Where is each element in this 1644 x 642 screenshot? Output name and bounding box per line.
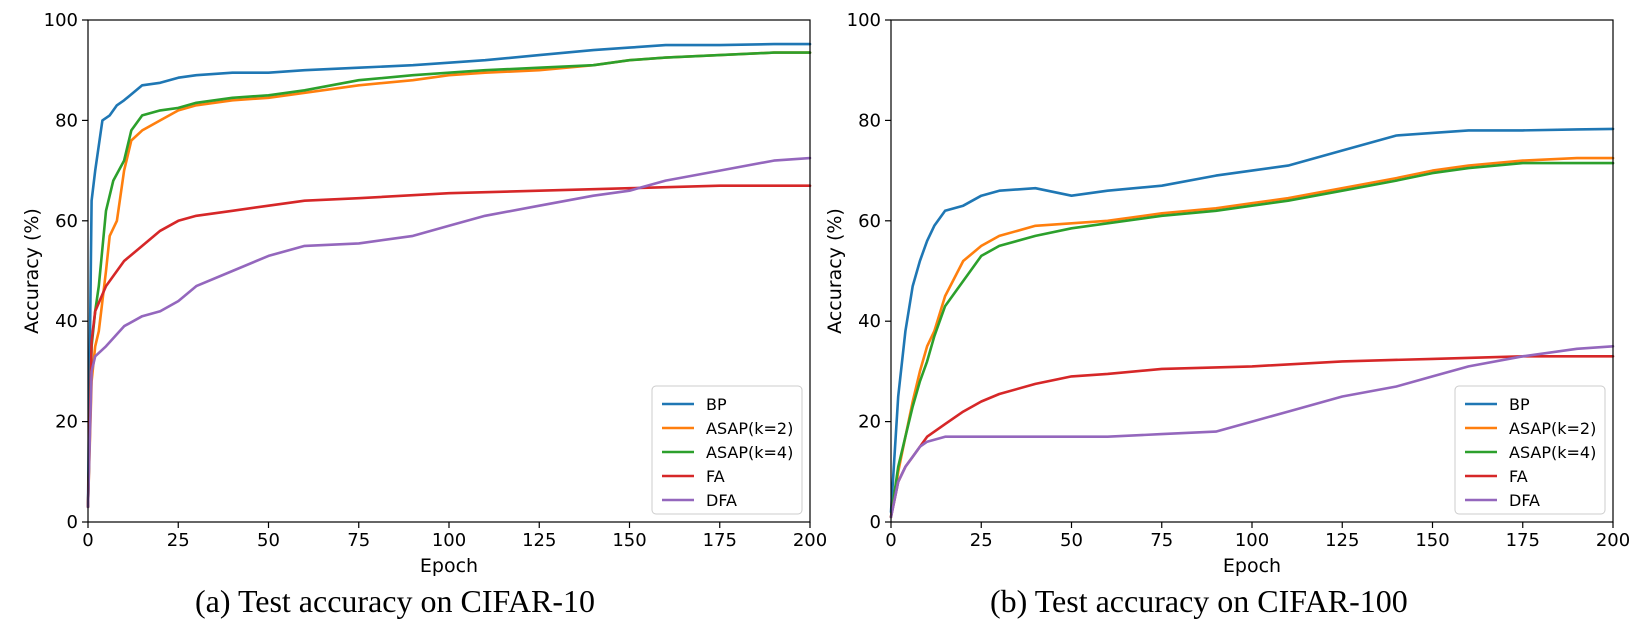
legend-label: DFA [706,491,737,510]
y-tick-label: 60 [55,211,78,232]
x-tick-label: 125 [1325,530,1359,551]
legend-label: ASAP(k=2) [706,419,793,438]
x-axis-label: Epoch [1223,555,1281,577]
x-tick-label: 25 [970,530,993,551]
x-tick-label: 100 [432,530,466,551]
series-line-1-5 [86,156,812,509]
x-tick-label: 200 [1596,530,1630,551]
y-tick-label: 60 [858,211,881,232]
x-tick-label: 100 [1235,530,1269,551]
legend-label: FA [1509,467,1528,486]
series-line-2-5 [889,344,1615,519]
legend-label: ASAP(k=4) [706,443,793,462]
y-axis-label: Accuracy (%) [21,208,43,334]
legend-label: FA [706,467,725,486]
x-tick-label: 75 [1150,530,1173,551]
x-tick-label: 200 [793,530,827,551]
y-tick-label: 80 [858,110,881,131]
x-tick-label: 150 [612,530,646,551]
series-line-1-4 [86,184,812,509]
y-tick-label: 80 [55,110,78,131]
y-tick-label: 20 [55,412,78,433]
x-tick-label: 0 [82,530,93,551]
x-tick-label: 25 [167,530,190,551]
legend-box-2 [1454,385,1606,515]
y-tick-label: 100 [847,10,881,31]
x-tick-label: 125 [522,530,556,551]
x-tick-label: 50 [257,530,280,551]
y-tick-label: 100 [44,10,78,31]
caption-cifar10: (a) Test accuracy on CIFAR-10 [195,583,595,619]
legend-label: ASAP(k=2) [1509,419,1596,438]
x-tick-label: 0 [885,530,896,551]
caption-cifar100: (b) Test accuracy on CIFAR-100 [990,583,1408,619]
x-tick-label: 175 [703,530,737,551]
series-line-2-1 [889,127,1615,514]
legend-box-1 [651,385,803,515]
y-tick-label: 40 [858,311,881,332]
series-line-2-2 [889,156,1615,519]
y-axis-label: Accuracy (%) [824,208,846,334]
x-tick-label: 150 [1415,530,1449,551]
legend-label: DFA [1509,491,1540,510]
x-tick-label: 75 [347,530,370,551]
y-tick-label: 40 [55,311,78,332]
x-axis-label: Epoch [420,555,478,577]
series-line-1-1 [86,42,812,509]
legend-label: BP [706,395,727,414]
plot-panel-1: 0 25 50 75 100 125 150 175 200 0 20 40 60 80 100 Epoch A… [21,10,827,577]
plot-panel-2: 0 25 50 75 100 125 150 175 200 0 20 40 60 80 100 Epoch A… [824,10,1630,577]
y-tick-label: 20 [858,412,881,433]
legend-label: ASAP(k=4) [1509,443,1596,462]
series-line-2-3 [889,161,1615,519]
legend-label: BP [1509,395,1530,414]
x-tick-label: 175 [1506,530,1540,551]
y-tick-label: 0 [870,512,881,533]
x-tick-label: 50 [1060,530,1083,551]
series-line-1-3 [86,51,812,509]
y-tick-label: 0 [67,512,78,533]
